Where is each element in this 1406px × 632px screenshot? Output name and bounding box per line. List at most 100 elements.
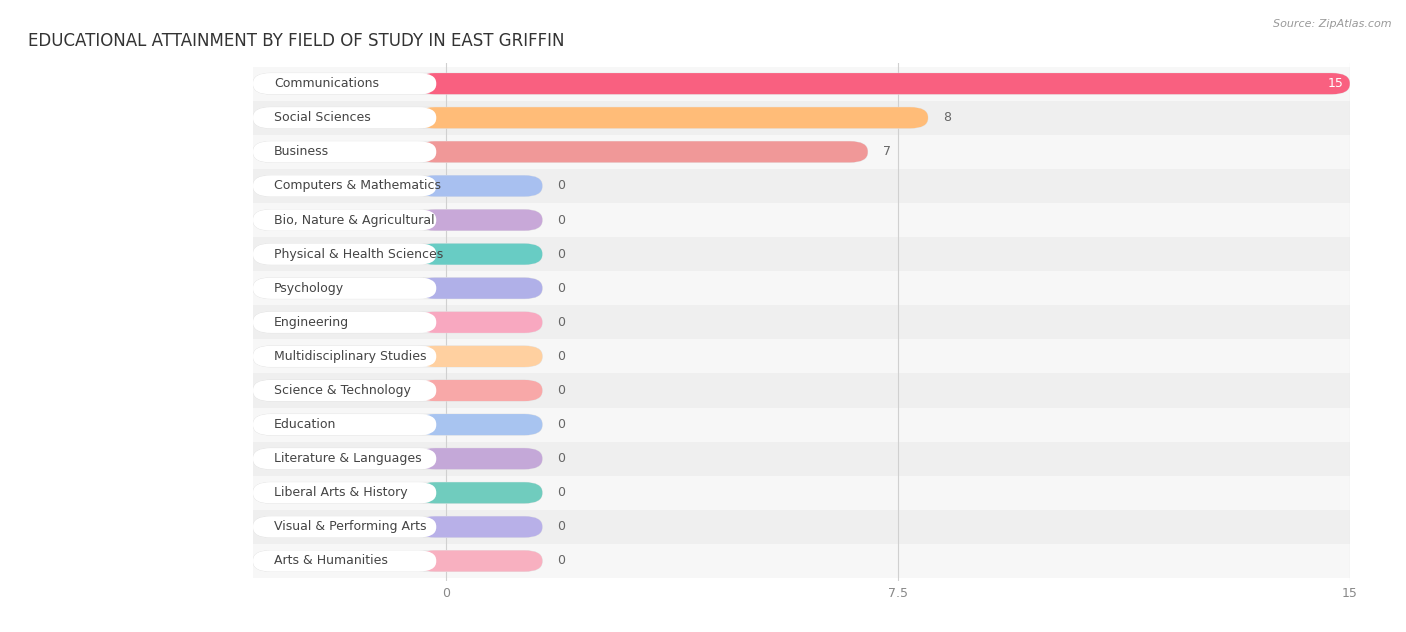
FancyBboxPatch shape <box>253 175 436 197</box>
FancyBboxPatch shape <box>418 243 543 265</box>
Bar <box>0 305 1406 339</box>
Text: 0: 0 <box>557 486 565 499</box>
FancyBboxPatch shape <box>253 550 436 571</box>
FancyBboxPatch shape <box>418 175 543 197</box>
Text: Physical & Health Sciences: Physical & Health Sciences <box>274 248 443 260</box>
Text: 0: 0 <box>557 179 565 192</box>
FancyBboxPatch shape <box>253 414 543 435</box>
Text: Arts & Humanities: Arts & Humanities <box>274 554 388 568</box>
FancyBboxPatch shape <box>253 482 436 503</box>
FancyBboxPatch shape <box>253 73 436 94</box>
FancyBboxPatch shape <box>418 380 543 401</box>
FancyBboxPatch shape <box>253 277 543 299</box>
Bar <box>0 305 1406 339</box>
Bar <box>0 203 1406 237</box>
FancyBboxPatch shape <box>418 414 543 435</box>
FancyBboxPatch shape <box>253 448 436 470</box>
FancyBboxPatch shape <box>418 209 543 231</box>
Text: 8: 8 <box>943 111 950 125</box>
Text: Literature & Languages: Literature & Languages <box>274 453 422 465</box>
FancyBboxPatch shape <box>253 277 436 299</box>
Text: Business: Business <box>274 145 329 159</box>
FancyBboxPatch shape <box>418 516 543 537</box>
Text: 0: 0 <box>557 453 565 465</box>
Bar <box>0 100 1406 135</box>
Bar <box>0 169 1406 203</box>
FancyBboxPatch shape <box>253 550 543 571</box>
FancyBboxPatch shape <box>253 380 436 401</box>
Bar <box>0 510 1406 544</box>
Bar <box>0 442 1406 476</box>
Text: Liberal Arts & History: Liberal Arts & History <box>274 486 408 499</box>
FancyBboxPatch shape <box>418 550 543 571</box>
Bar <box>0 271 1406 305</box>
FancyBboxPatch shape <box>253 516 436 537</box>
FancyBboxPatch shape <box>253 243 543 265</box>
FancyBboxPatch shape <box>253 414 436 435</box>
FancyBboxPatch shape <box>253 73 1350 94</box>
Bar <box>0 510 1406 544</box>
Text: 0: 0 <box>557 350 565 363</box>
Bar <box>0 442 1406 476</box>
Text: Visual & Performing Arts: Visual & Performing Arts <box>274 520 426 533</box>
FancyBboxPatch shape <box>253 107 928 128</box>
Bar <box>0 544 1406 578</box>
Text: Bio, Nature & Agricultural: Bio, Nature & Agricultural <box>274 214 434 226</box>
FancyBboxPatch shape <box>253 142 436 162</box>
FancyBboxPatch shape <box>253 448 543 470</box>
Text: Social Sciences: Social Sciences <box>274 111 371 125</box>
Bar <box>0 374 1406 408</box>
Bar <box>0 100 1406 135</box>
FancyBboxPatch shape <box>253 482 543 503</box>
FancyBboxPatch shape <box>253 346 543 367</box>
FancyBboxPatch shape <box>253 346 436 367</box>
Text: Source: ZipAtlas.com: Source: ZipAtlas.com <box>1274 19 1392 29</box>
Text: EDUCATIONAL ATTAINMENT BY FIELD OF STUDY IN EAST GRIFFIN: EDUCATIONAL ATTAINMENT BY FIELD OF STUDY… <box>28 32 565 49</box>
FancyBboxPatch shape <box>418 277 543 299</box>
Bar <box>0 169 1406 203</box>
FancyBboxPatch shape <box>253 243 436 265</box>
FancyBboxPatch shape <box>418 312 543 333</box>
Text: 7: 7 <box>883 145 891 159</box>
Text: 0: 0 <box>557 520 565 533</box>
Text: 0: 0 <box>557 418 565 431</box>
Bar <box>0 476 1406 510</box>
Text: 0: 0 <box>557 214 565 226</box>
Bar <box>0 339 1406 374</box>
Bar <box>0 237 1406 271</box>
Text: 15: 15 <box>1327 77 1344 90</box>
Bar <box>0 66 1406 100</box>
Bar <box>0 203 1406 237</box>
Bar <box>0 339 1406 374</box>
Text: Science & Technology: Science & Technology <box>274 384 411 397</box>
Text: Multidisciplinary Studies: Multidisciplinary Studies <box>274 350 426 363</box>
Text: Psychology: Psychology <box>274 282 344 295</box>
Bar <box>0 408 1406 442</box>
FancyBboxPatch shape <box>418 107 928 128</box>
FancyBboxPatch shape <box>253 107 436 128</box>
FancyBboxPatch shape <box>253 209 436 231</box>
Text: Education: Education <box>274 418 336 431</box>
Text: 0: 0 <box>557 316 565 329</box>
Text: Communications: Communications <box>274 77 380 90</box>
Bar <box>0 374 1406 408</box>
Text: 0: 0 <box>557 282 565 295</box>
FancyBboxPatch shape <box>253 209 543 231</box>
FancyBboxPatch shape <box>253 142 868 162</box>
Bar <box>0 408 1406 442</box>
FancyBboxPatch shape <box>253 516 543 537</box>
Bar <box>0 544 1406 578</box>
FancyBboxPatch shape <box>253 380 543 401</box>
Bar <box>0 135 1406 169</box>
Text: 0: 0 <box>557 554 565 568</box>
FancyBboxPatch shape <box>253 312 436 333</box>
FancyBboxPatch shape <box>253 175 543 197</box>
Text: 0: 0 <box>557 248 565 260</box>
FancyBboxPatch shape <box>418 346 543 367</box>
Bar <box>0 66 1406 100</box>
Bar <box>0 237 1406 271</box>
FancyBboxPatch shape <box>418 482 543 503</box>
Text: 0: 0 <box>557 384 565 397</box>
FancyBboxPatch shape <box>418 142 868 162</box>
FancyBboxPatch shape <box>418 448 543 470</box>
